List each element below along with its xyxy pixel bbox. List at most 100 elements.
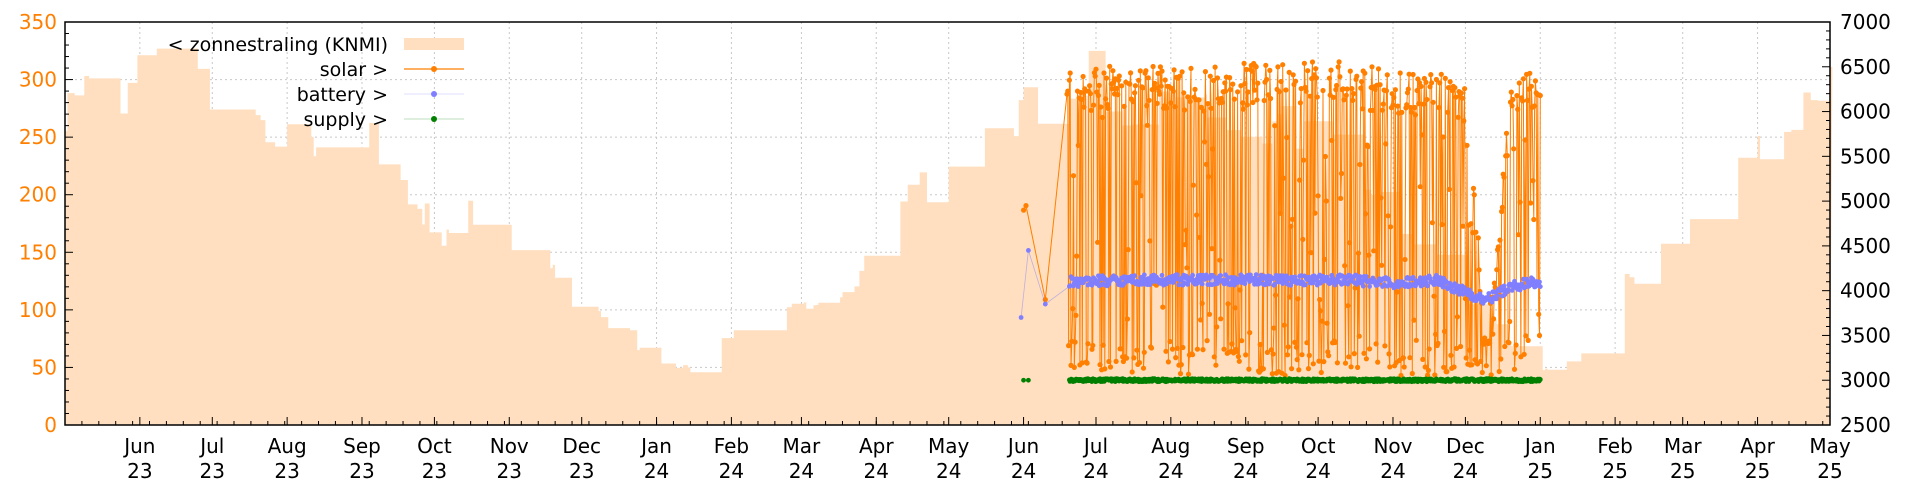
x-tick-label-year: 23 <box>497 459 522 480</box>
right-tick-label: 6000 <box>1840 100 1891 124</box>
solar-point <box>1334 360 1340 366</box>
solar-point <box>1431 293 1437 299</box>
solar-point <box>1380 101 1386 107</box>
solar-point <box>1098 104 1104 110</box>
solar-point <box>1319 318 1325 324</box>
solar-point <box>1306 352 1312 358</box>
solar-point <box>1297 100 1303 106</box>
solar-point <box>1116 73 1122 79</box>
solar-point <box>1286 69 1292 75</box>
solar-point <box>1239 338 1245 344</box>
solar-point <box>1513 342 1519 348</box>
solar-point <box>1072 339 1078 345</box>
solar-point <box>1265 92 1271 98</box>
solar-point <box>1510 96 1516 103</box>
solar-line <box>1023 61 1541 376</box>
solar-point <box>1217 257 1223 263</box>
x-tick-label-month: Sep <box>343 434 381 458</box>
solar-point <box>1250 99 1256 106</box>
solar-point <box>1395 103 1401 109</box>
battery-point <box>1495 293 1500 299</box>
battery-point <box>1026 248 1031 253</box>
solar-point <box>1383 141 1389 147</box>
right-tick-label: 2500 <box>1840 413 1891 437</box>
solar-point <box>1476 267 1482 273</box>
solar-point <box>1132 90 1138 96</box>
solar-point <box>1096 82 1102 88</box>
solar-point <box>1097 362 1103 368</box>
left-tick-label: 250 <box>19 125 57 149</box>
solar-point <box>1212 64 1218 70</box>
solar-point <box>1383 88 1390 94</box>
solar-point <box>1427 84 1433 90</box>
solar-point <box>1165 359 1171 365</box>
solar-point <box>1508 89 1514 95</box>
solar-point <box>1267 67 1273 73</box>
solar-point <box>1451 364 1457 370</box>
solar-point <box>1499 204 1505 210</box>
x-tick-label-year: 24 <box>1305 459 1330 480</box>
solar-point <box>1419 132 1425 138</box>
solar-point <box>1241 60 1247 66</box>
solar-point <box>1203 161 1209 167</box>
solar-point <box>1285 344 1291 350</box>
solar-point <box>1247 330 1253 336</box>
solar-point <box>1354 73 1360 79</box>
solar-point <box>1105 105 1111 111</box>
solar-point <box>1324 320 1330 326</box>
battery-point <box>1360 283 1366 289</box>
solar-point <box>1199 300 1205 306</box>
solar-point <box>1130 99 1136 105</box>
solar-point <box>1075 142 1081 148</box>
solar-point <box>1350 97 1356 103</box>
solar-point <box>1527 70 1533 76</box>
solar-point <box>1276 89 1283 95</box>
solar-point <box>1269 371 1275 377</box>
solar-point <box>1277 210 1283 216</box>
solar-point <box>1144 122 1151 128</box>
solar-point <box>1169 346 1176 352</box>
x-tick-label-month: Apr <box>859 434 894 458</box>
x-tick-label-month: Nov <box>1373 434 1412 458</box>
solar-point <box>1181 90 1187 96</box>
solar-point <box>1160 304 1166 310</box>
solar-point <box>1268 347 1274 353</box>
battery-point <box>1486 291 1492 296</box>
solar-point <box>1219 99 1225 105</box>
solar-point <box>1210 146 1216 152</box>
battery-point <box>1190 272 1195 278</box>
solar-point <box>1066 77 1072 83</box>
solar-point <box>1289 216 1295 222</box>
solar-point <box>1341 97 1347 103</box>
solar-point <box>1198 317 1204 323</box>
solar-point <box>1313 75 1320 81</box>
solar-point <box>1424 96 1430 103</box>
solar-point <box>1531 216 1537 223</box>
solar-point <box>1439 221 1445 228</box>
solar-point <box>1110 68 1116 74</box>
solar-point <box>1455 114 1461 120</box>
solar-point <box>1074 253 1080 259</box>
battery-point <box>1505 287 1511 292</box>
solar-point <box>1382 343 1388 349</box>
solar-point <box>1159 68 1165 74</box>
solar-point <box>1092 73 1098 79</box>
battery-point <box>1501 283 1507 289</box>
solar-point <box>1391 94 1397 101</box>
solar-point <box>1136 77 1142 83</box>
solar-point <box>1418 83 1424 89</box>
solar-point <box>1129 369 1135 375</box>
solar-point <box>1214 75 1221 81</box>
solar-point <box>1366 252 1372 258</box>
solar-point <box>1432 372 1438 378</box>
solar-point <box>1201 108 1207 114</box>
solar-point <box>1270 351 1276 357</box>
solar-point <box>1134 347 1140 353</box>
solar-point <box>1417 184 1423 190</box>
solar-point <box>1310 361 1316 367</box>
solar-point <box>1320 87 1326 94</box>
solar-point <box>1294 357 1300 363</box>
solar-point <box>1271 325 1277 331</box>
solar-point <box>1204 338 1210 344</box>
